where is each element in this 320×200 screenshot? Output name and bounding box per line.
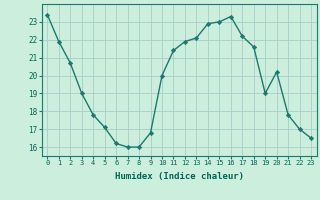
- X-axis label: Humidex (Indice chaleur): Humidex (Indice chaleur): [115, 172, 244, 181]
